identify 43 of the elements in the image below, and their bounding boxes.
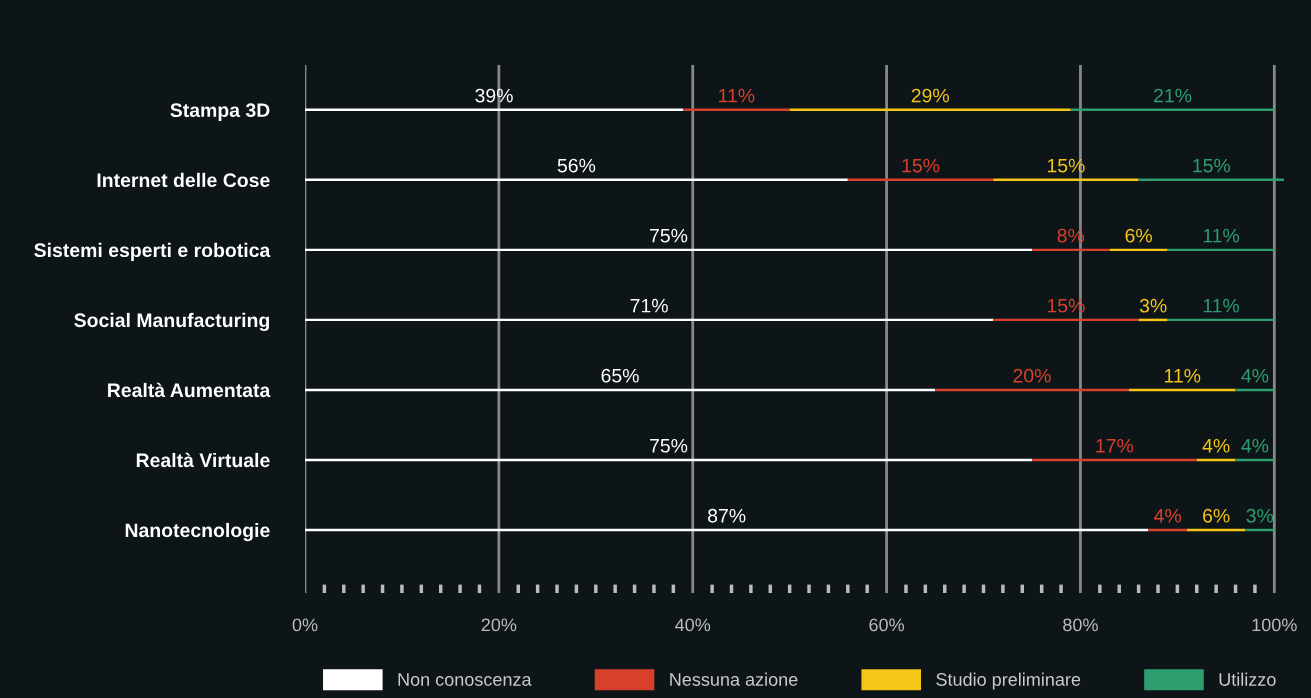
data-label: 11% <box>1203 228 1240 243</box>
y-tick-label: Nanotecnologie <box>125 522 270 542</box>
legend-label: Non conoscenza <box>398 673 532 686</box>
data-label: 56% <box>557 158 596 173</box>
data-label: 20% <box>1013 368 1051 383</box>
y-tick-label: Social Manufacturing <box>74 312 269 332</box>
legend-label: Utilizzo <box>1219 672 1276 686</box>
legend-label: Studio preliminare <box>936 672 1081 690</box>
data-label: 4% <box>1241 368 1269 383</box>
data-label: 39% <box>475 88 513 103</box>
data-label: 65% <box>601 368 639 383</box>
data-label: 15% <box>902 158 940 173</box>
y-tick-label: Realtà Virtuale <box>136 452 270 468</box>
x-tick-label: 80% <box>1063 618 1098 632</box>
x-tick-label: 100% <box>1252 618 1297 632</box>
y-tick-label: Internet delle Cose <box>97 172 270 188</box>
data-label: 75% <box>650 438 688 453</box>
x-tick-label: 20% <box>481 618 517 632</box>
x-tick-label: 0% <box>292 618 318 632</box>
data-label: 17% <box>1096 438 1134 453</box>
y-tick-label: Sistemi esperti e robotica <box>34 242 271 261</box>
data-label: 71% <box>630 298 668 313</box>
data-label: 3% <box>1246 508 1274 523</box>
data-label: 3% <box>1139 298 1167 313</box>
x-tick-label: 40% <box>675 618 711 632</box>
data-label: 11% <box>719 88 755 103</box>
data-label: 4% <box>1154 508 1182 523</box>
data-label: 29% <box>911 88 949 103</box>
data-label: 87% <box>708 508 746 523</box>
data-label: 6% <box>1203 508 1230 523</box>
data-label: 15% <box>1047 158 1085 173</box>
data-label: 6% <box>1125 228 1152 243</box>
data-label: 75% <box>650 228 688 243</box>
y-tick-label: Realtà Aumentata <box>108 382 271 398</box>
data-label: 21% <box>1154 88 1192 103</box>
data-label: 11% <box>1203 298 1240 313</box>
legend-label: Nessuna azione <box>670 672 798 686</box>
y-tick-label: Stampa 3D <box>170 103 270 121</box>
data-label: 4% <box>1241 438 1269 453</box>
data-label: 11% <box>1164 368 1201 383</box>
data-label: 15% <box>1193 158 1231 173</box>
data-label: 4% <box>1202 438 1230 453</box>
x-tick-label: 60% <box>869 618 905 632</box>
